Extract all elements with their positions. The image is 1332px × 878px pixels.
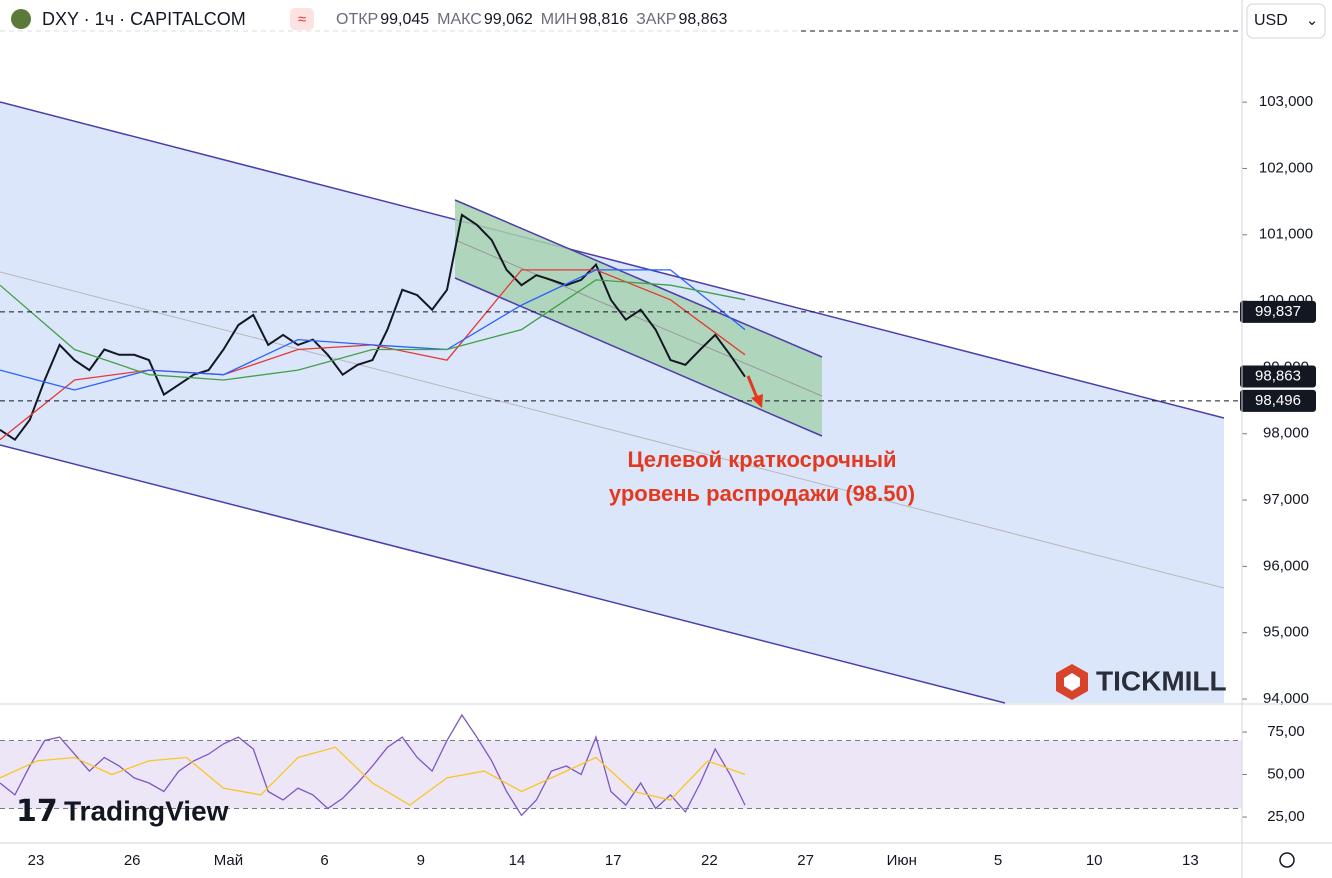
x-tick-label: 14 xyxy=(509,852,526,869)
arrow-head xyxy=(751,394,763,408)
ohlc: ОТКР 99,045 МАКС 99,062 МИН 98,816 ЗАКР 98,863 xyxy=(336,11,727,28)
ohlc-label: ОТКР xyxy=(336,11,378,28)
y-tick-label: 101,000 xyxy=(1259,226,1313,243)
series-line xyxy=(0,279,746,381)
x-tick-label: 9 xyxy=(417,852,425,869)
ohlc-value: 99,045 xyxy=(380,11,429,28)
dropdown-caret: ⌄ xyxy=(1306,12,1319,29)
level-label: 98,863 xyxy=(1255,367,1301,384)
y-tick-label: 94,000 xyxy=(1263,690,1309,707)
level-label: 99,837 xyxy=(1255,303,1301,320)
ohlc-value: 99,062 xyxy=(484,11,533,28)
platform: TradingView xyxy=(64,795,229,826)
ohlc-value: 98,863 xyxy=(678,11,727,28)
price-channel xyxy=(0,102,1224,703)
x-tick-label: 13 xyxy=(1182,852,1199,869)
header-bg xyxy=(0,0,800,38)
x-tick-label: 23 xyxy=(28,852,45,869)
indicator-icon-glyph: ≈ xyxy=(298,11,306,28)
channel-bottom xyxy=(0,444,1006,704)
series-line xyxy=(0,746,746,806)
platform-logo: 𝟭𝟳 xyxy=(16,795,58,828)
x-tick-label: 5 xyxy=(994,852,1002,869)
annotation: Целевой краткосрочный xyxy=(627,447,896,472)
level-label: 98,496 xyxy=(1255,392,1301,409)
x-tick-label: 17 xyxy=(605,852,622,869)
series-line xyxy=(0,269,746,391)
y-tick-label: 97,000 xyxy=(1263,491,1309,508)
x-tick-label: 27 xyxy=(797,852,814,869)
y-tick-label: 96,000 xyxy=(1263,557,1309,574)
level-box xyxy=(1240,300,1316,323)
broker-logo-inner xyxy=(1064,673,1080,691)
y-tick-label: 98,000 xyxy=(1263,425,1309,442)
y-tick-label: 95,000 xyxy=(1263,624,1309,641)
y-tick-label: 102,000 xyxy=(1259,159,1313,176)
y-tick-label: 50,00 xyxy=(1267,766,1305,783)
arrow xyxy=(746,375,759,399)
indicator-icon[interactable] xyxy=(290,8,314,30)
short-channel-mid xyxy=(454,239,823,397)
level-box xyxy=(1240,389,1316,412)
channel-mid xyxy=(0,271,1225,589)
channel-top xyxy=(0,101,1225,419)
series-line xyxy=(0,213,746,442)
x-tick-label: Июн xyxy=(887,852,917,869)
y-tick-label: 103,000 xyxy=(1259,93,1313,110)
ohlc-label: МИН xyxy=(541,11,577,28)
level-box xyxy=(1240,365,1316,388)
x-tick-label: 6 xyxy=(320,852,328,869)
annotation: уровень распродажи (98.50) xyxy=(609,481,915,506)
x-tick-label: 22 xyxy=(701,852,718,869)
panes: 94,00095,00096,00097,00098,00099,000100,… xyxy=(0,93,1316,869)
short-channel-bottom xyxy=(454,277,823,437)
x-tick-label: Май xyxy=(214,852,243,869)
short-channel-top xyxy=(454,199,823,358)
ohlc-value: 98,816 xyxy=(579,11,628,28)
x-tick-label: 10 xyxy=(1086,852,1103,869)
symbol-icon xyxy=(11,9,31,29)
ohlc-label: МАКС xyxy=(437,11,482,28)
currency: USD xyxy=(1254,12,1288,29)
ohlc-label: ЗАКР xyxy=(636,11,676,28)
broker: TICKMILL xyxy=(1096,665,1227,696)
y-tick-label: 25,00 xyxy=(1267,808,1305,825)
symbol[interactable]: DXY · 1ч · CAPITALCOM xyxy=(42,9,246,29)
x-tick-label: 26 xyxy=(124,852,141,869)
currency-select[interactable] xyxy=(1246,3,1326,39)
y-tick-label: 75,00 xyxy=(1267,723,1305,740)
settings-icon[interactable] xyxy=(1279,852,1295,868)
